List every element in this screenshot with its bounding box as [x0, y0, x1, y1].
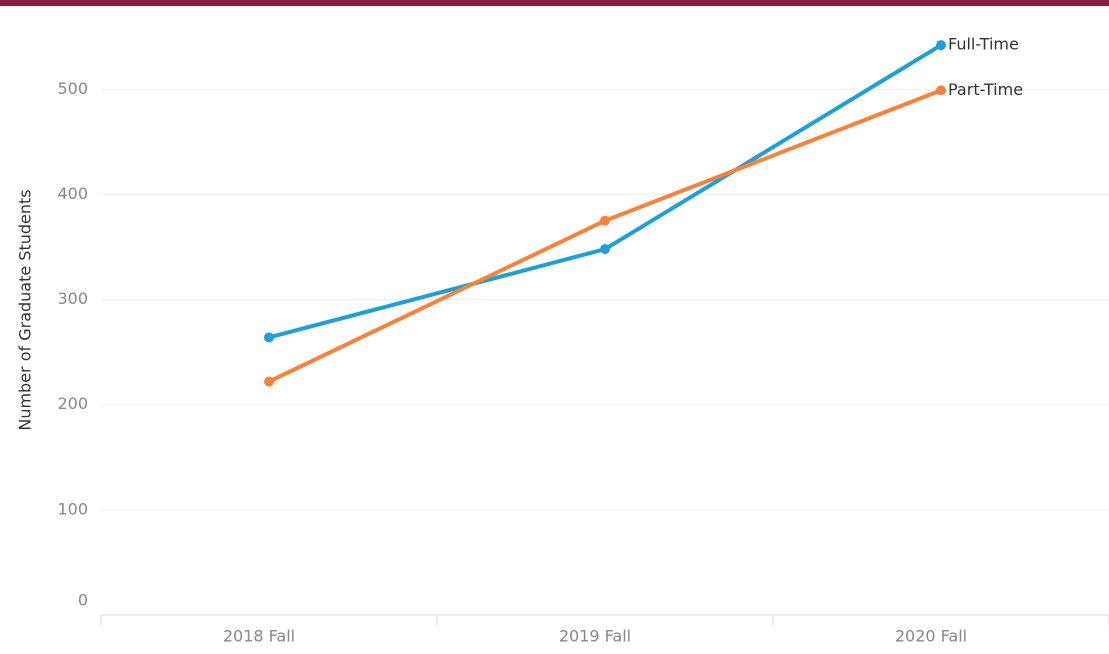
y-axis-label: Number of Graduate Students — [16, 189, 35, 430]
y-tick-label: 500 — [57, 79, 88, 98]
line — [268, 88, 942, 384]
top-bar — [0, 0, 1109, 6]
point — [600, 244, 610, 255]
series-label: Full-Time — [948, 35, 1019, 54]
point — [600, 215, 610, 226]
y-tick-label: 0 — [78, 591, 88, 610]
point — [936, 40, 946, 51]
x-tick-label: 2018 Fall — [223, 627, 295, 646]
point — [264, 376, 274, 387]
point — [264, 332, 274, 343]
point — [936, 85, 946, 96]
y-tick-label: 100 — [57, 499, 88, 518]
y-tick-label: 400 — [57, 184, 88, 203]
x-tick-label: 2020 Fall — [895, 627, 967, 646]
y-tick-label: 300 — [57, 289, 88, 308]
y-tick-label: 200 — [57, 394, 88, 413]
series-label: Part-Time — [948, 80, 1023, 99]
x-tick-label: 2019 Fall — [559, 627, 631, 646]
